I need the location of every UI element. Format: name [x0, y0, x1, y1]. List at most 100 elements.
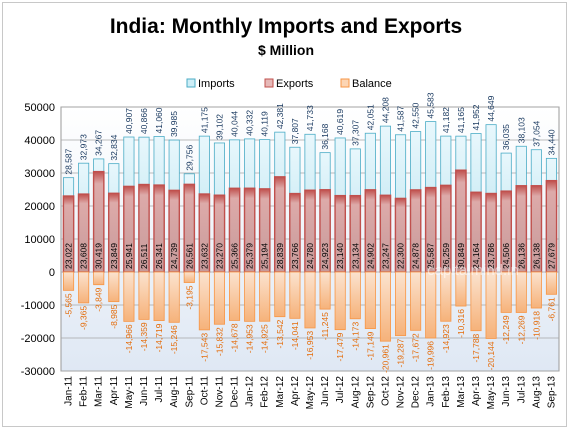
exports-data-label: 25,379: [245, 243, 255, 269]
balance-bar: [229, 271, 241, 321]
x-tick-label: Mar-13: [456, 376, 467, 408]
imports-data-label: 41,182: [441, 107, 451, 133]
x-tick-label: Sep-12: [365, 376, 376, 409]
balance-bar: [500, 271, 512, 313]
balance-bar: [395, 271, 407, 337]
x-tick-label: Jun-12: [320, 376, 331, 407]
x-tick-label: Aug-11: [169, 376, 180, 408]
imports-data-label: 40,619: [335, 109, 345, 135]
imports-data-label: 40,119: [260, 111, 270, 137]
x-tick-label: Aug-13: [531, 376, 542, 409]
legend-label: Exports: [276, 78, 314, 90]
balance-data-label: -14,359: [139, 322, 149, 351]
imports-data-label: 42,051: [365, 104, 375, 130]
balance-data-label: -9,365: [79, 306, 89, 330]
watermark: capitalmind.in: [427, 262, 519, 279]
balance-data-label: -14,719: [154, 323, 164, 352]
x-tick-label: Jul-12: [335, 376, 346, 404]
balance-bar: [183, 271, 195, 283]
exports-data-label: 23,766: [290, 243, 300, 269]
x-tick-label: Apr-12: [290, 376, 301, 406]
exports-data-label: 25,194: [260, 243, 270, 269]
exports-data-label: 24,164: [471, 243, 481, 269]
balance-bar: [440, 271, 452, 322]
exports-data-label: 24,506: [501, 243, 511, 269]
balance-data-label: -10,316: [456, 309, 466, 338]
x-tick-label: Apr-13: [471, 376, 482, 406]
exports-data-label: 24,902: [365, 243, 375, 269]
x-tick-label: Nov-12: [396, 376, 407, 409]
balance-bar: [319, 271, 331, 310]
imports-data-label: 32,973: [79, 134, 89, 160]
balance-bar: [349, 271, 361, 320]
legend-label: Imports: [198, 78, 235, 90]
exports-data-label: 28,839: [275, 243, 285, 269]
balance-bar: [485, 271, 497, 339]
balance-bar: [515, 271, 527, 313]
imports-data-label: 41,952: [471, 104, 481, 130]
exports-data-label: 25,587: [426, 243, 436, 269]
balance-data-label: -14,925: [260, 324, 270, 353]
x-tick-label: Oct-11: [199, 376, 210, 406]
imports-data-label: 28,587: [64, 148, 74, 174]
x-tick-label: Jun-13: [501, 376, 512, 407]
imports-data-label: 37,807: [290, 118, 300, 144]
imports-data-label: 36,035: [501, 124, 511, 150]
exports-data-label: 22,300: [396, 243, 406, 269]
exports-data-label: 26,138: [531, 243, 541, 269]
monthly-trade-chart: India: Monthly Imports and Exports $ Mil…: [21, 15, 560, 409]
imports-data-label: 34,267: [94, 130, 104, 156]
exports-data-label: 23,140: [335, 243, 345, 269]
legend-swatch: [340, 78, 350, 88]
balance-data-label: -17,788: [471, 333, 481, 362]
balance-data-label: -15,832: [214, 327, 224, 356]
balance-bar: [259, 271, 271, 322]
x-tick-label: Mar-11: [94, 376, 105, 407]
x-tick-label: Dec-11: [230, 376, 241, 408]
balance-data-label: -19,996: [426, 341, 436, 370]
balance-data-label: -14,678: [230, 323, 240, 352]
imports-data-label: 44,649: [486, 95, 496, 121]
imports-data-label: 37,054: [531, 120, 541, 146]
imports-data-label: 41,175: [199, 107, 209, 133]
balance-bar: [108, 271, 120, 303]
y-tick-label: 20000: [24, 201, 55, 213]
chart-area: India: Monthly Imports and Exports $ Mil…: [2, 2, 567, 427]
exports-data-label: 23,632: [199, 243, 209, 269]
bar-series: [62, 121, 558, 342]
legend-label: Balance: [352, 78, 392, 90]
imports-data-label: 41,060: [154, 107, 164, 133]
imports-data-label: 38,103: [516, 117, 526, 143]
balance-data-label: -12,249: [501, 315, 511, 344]
imports-data-label: 29,756: [184, 145, 194, 171]
balance-bar: [364, 271, 376, 329]
balance-bar: [138, 271, 150, 320]
y-tick-label: -30000: [21, 366, 55, 378]
exports-data-label: 23,608: [79, 243, 89, 269]
x-tick-label: Aug-12: [350, 376, 361, 409]
balance-bar: [455, 271, 467, 307]
balance-data-label: -3,849: [94, 287, 104, 311]
balance-bar: [425, 271, 437, 339]
imports-data-label: 40,907: [124, 108, 134, 134]
balance-bar: [410, 271, 422, 331]
imports-data-label: 42,381: [275, 103, 285, 129]
balance-bar: [274, 271, 286, 318]
x-tick-label: Feb-11: [79, 376, 90, 407]
balance-data-label: -15,246: [169, 325, 179, 354]
balance-bar: [198, 271, 210, 331]
y-tick-label: -20000: [21, 333, 55, 345]
x-tick-label: Feb-12: [260, 376, 271, 408]
chart-subtitle: $ Million: [258, 42, 314, 58]
imports-data-label: 39,985: [169, 111, 179, 137]
balance-bar: [470, 271, 482, 332]
legend-swatch: [264, 78, 274, 88]
balance-data-label: -17,149: [365, 331, 375, 360]
x-tick-label: May-11: [124, 376, 135, 409]
balance-bar: [123, 271, 135, 322]
x-tick-label: Apr-11: [109, 376, 120, 406]
exports-data-label: 26,561: [184, 243, 194, 269]
x-tick-label: Jan-12: [245, 376, 256, 407]
y-axis: 50000 40000 30000 20000 10000 0 -10000 -20000 -3…: [21, 102, 55, 378]
exports-data-label: 23,849: [109, 243, 119, 269]
